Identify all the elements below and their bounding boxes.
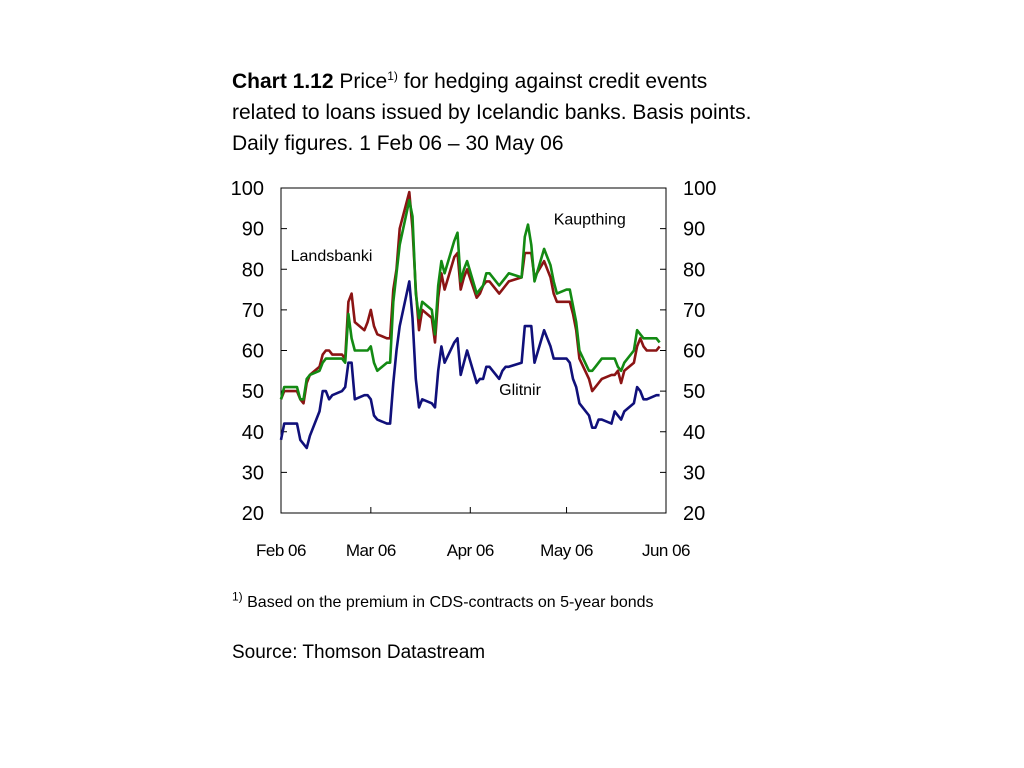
x-tick-label: Apr 06 <box>447 541 494 560</box>
source-note: Source: Thomson Datastream <box>232 642 486 663</box>
y-tick-label-right: 30 <box>683 462 705 484</box>
footnote-text: Based on the premium in CDS-contracts on… <box>242 594 654 611</box>
y-tick-label-left: 40 <box>242 422 264 444</box>
annotation-kaupthing: Kaupthing <box>554 212 626 229</box>
y-tick-label-right: 90 <box>683 219 705 241</box>
y-tick-label-right: 40 <box>683 422 705 444</box>
footnote: 1) Based on the premium in CDS-contracts… <box>232 591 654 612</box>
footnote-marker: 1) <box>232 589 243 604</box>
y-tick-label-left: 100 <box>231 178 264 200</box>
chart-title: Chart 1.12 Price1) for hedging against c… <box>232 66 752 159</box>
title-footnote-marker: 1) <box>387 69 398 83</box>
y-tick-label-right: 70 <box>683 300 705 322</box>
y-tick-label-left: 50 <box>242 381 264 403</box>
chart-annotations: Kaupthing Landsbanki Glitnir <box>291 212 626 400</box>
y-tick-label-left: 90 <box>242 219 264 241</box>
series-line-glitnir <box>279 280 660 450</box>
annotation-glitnir: Glitnir <box>499 382 541 399</box>
y-tick-label-left: 70 <box>242 300 264 322</box>
y-tick-label-right: 50 <box>683 381 705 403</box>
y-tick-label-right: 20 <box>683 503 705 525</box>
chart-axes: 20 20 30 30 40 40 50 50 60 60 70 70 80 80 90 90 100 100 Fe… <box>231 178 717 560</box>
y-tick-label-left: 60 <box>242 341 264 363</box>
chart-series <box>279 190 661 450</box>
y-tick-label-right: 60 <box>683 341 705 363</box>
y-tick-label-left: 20 <box>242 503 264 525</box>
x-tick-label: Mar 06 <box>346 541 396 560</box>
x-tick-label: Jun 06 <box>642 541 690 560</box>
y-tick-label-right: 80 <box>683 259 705 281</box>
series-line-kaupthing <box>279 198 661 401</box>
chart-number: Chart 1.12 <box>232 70 334 93</box>
y-tick-label-right: 100 <box>683 178 716 200</box>
annotation-landsbanki: Landsbanki <box>291 248 373 265</box>
title-lead: Price <box>339 70 388 93</box>
x-tick-label: Feb 06 <box>256 541 306 560</box>
plot-frame <box>280 187 667 514</box>
x-tick-label: May 06 <box>540 541 593 560</box>
title-rest: for hedging against credit events relate… <box>232 70 752 155</box>
y-tick-label-left: 30 <box>242 462 264 484</box>
y-tick-label-left: 80 <box>242 259 264 281</box>
